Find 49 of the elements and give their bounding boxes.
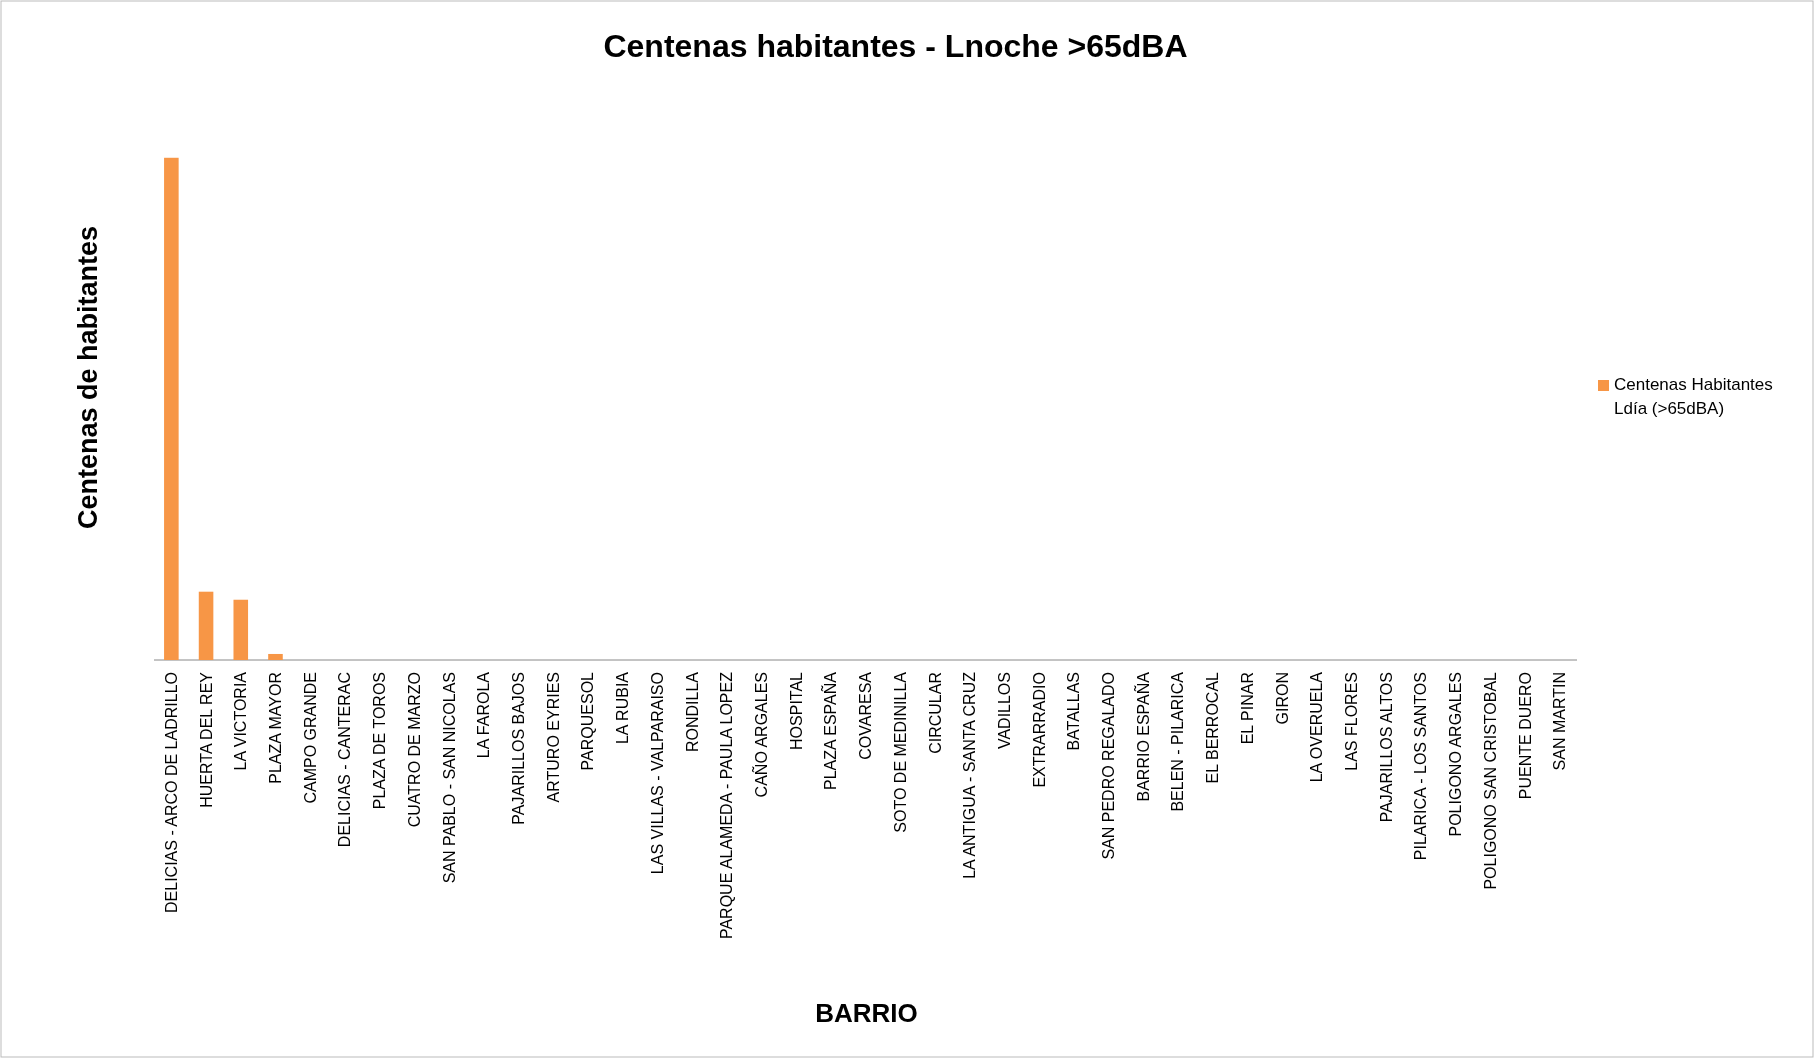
x-tick-label: SAN PABLO - SAN NICOLAS bbox=[440, 672, 458, 884]
x-tick-label: DELICIAS - ARCO DE LADRILLO bbox=[162, 672, 180, 913]
x-tick-label: PLAZA ESPAÑA bbox=[820, 671, 840, 790]
x-tick-label: LA FAROLA bbox=[475, 671, 493, 759]
x-tick-label: PLAZA DE TOROS bbox=[371, 672, 389, 810]
y-axis-title: Centenas de habitantes bbox=[73, 225, 103, 530]
x-tick-label: PARQUE ALAMEDA - PAULA LOPEZ bbox=[718, 671, 736, 940]
bar bbox=[268, 653, 283, 660]
x-tick-label: POLIGONO ARGALES bbox=[1447, 672, 1465, 837]
x-tick-label: CAMPO GRANDE bbox=[301, 672, 319, 804]
x-tick-label: CIRCULAR bbox=[926, 672, 944, 754]
x-tick-label: CAÑO ARGALES bbox=[750, 672, 770, 798]
x-tick-label: POLIGONO SAN CRISTOBAL bbox=[1481, 671, 1499, 890]
x-tick-label: COVARESA bbox=[857, 671, 875, 760]
x-tick-label: PUENTE DUERO bbox=[1516, 672, 1534, 800]
bar bbox=[198, 591, 214, 660]
x-tick-label: CUATRO DE MARZO bbox=[405, 672, 423, 828]
bar bbox=[233, 599, 249, 660]
x-tick-label: LAS FLORES bbox=[1343, 672, 1360, 771]
bar bbox=[164, 157, 179, 660]
x-tick-label: LAS VILLAS - VALPARAISO bbox=[648, 672, 666, 875]
x-tick-label: BATALLAS bbox=[1065, 672, 1083, 751]
x-tick-label: SAN MARTIN bbox=[1551, 672, 1569, 771]
x-tick-label: RONDILLA bbox=[683, 671, 701, 753]
x-tick-label: EL BERROCAL bbox=[1204, 671, 1222, 784]
x-tick-label: EXTRARRADIO bbox=[1030, 672, 1048, 788]
x-tick-label: SOTO DE MEDINILLA bbox=[891, 671, 909, 833]
x-tick-label: HUERTA DEL REY bbox=[197, 671, 215, 808]
x-tick-label: BELEN - PILARICA bbox=[1169, 671, 1187, 812]
x-axis-title: BARRIO bbox=[815, 998, 918, 1028]
x-tick-label: LA OVERUELA bbox=[1308, 671, 1326, 783]
x-tick-label: HOSPITAL bbox=[787, 671, 805, 750]
x-tick-label: PILARICA - LOS SANTOS bbox=[1412, 672, 1430, 861]
x-tick-label: PARQUESOL bbox=[579, 671, 597, 771]
x-tick-label: VADILLOS bbox=[995, 672, 1013, 750]
x-tick-label: LA RUBIA bbox=[614, 671, 632, 745]
x-tick-label: DELICIAS - CANTERAC bbox=[336, 672, 354, 848]
x-tick-label: GIRON bbox=[1273, 672, 1291, 725]
x-tick-label: PLAZA MAYOR bbox=[267, 672, 285, 784]
chart-title: Centenas habitantes - Lnoche >65dBA bbox=[603, 28, 1188, 64]
x-tick-label: ARTURO EYRIES bbox=[544, 672, 562, 803]
x-tick-label: LA VICTORIA bbox=[232, 671, 250, 771]
x-tick-label: LA ANTIGUA - SANTA CRUZ bbox=[961, 671, 979, 879]
x-tick-label: PAJARILLOS BAJOS bbox=[510, 672, 528, 825]
x-tick-label: BARRIO ESPAÑA bbox=[1132, 671, 1152, 802]
x-tick-label: SAN PEDRO REGALADO bbox=[1100, 672, 1118, 860]
x-tick-label: EL PINAR bbox=[1238, 672, 1256, 745]
x-tick-label: PAJARILLOS ALTOS bbox=[1377, 672, 1395, 823]
legend-label: Centenas Habitantes Ldía (>65dBA) bbox=[1614, 375, 1773, 418]
